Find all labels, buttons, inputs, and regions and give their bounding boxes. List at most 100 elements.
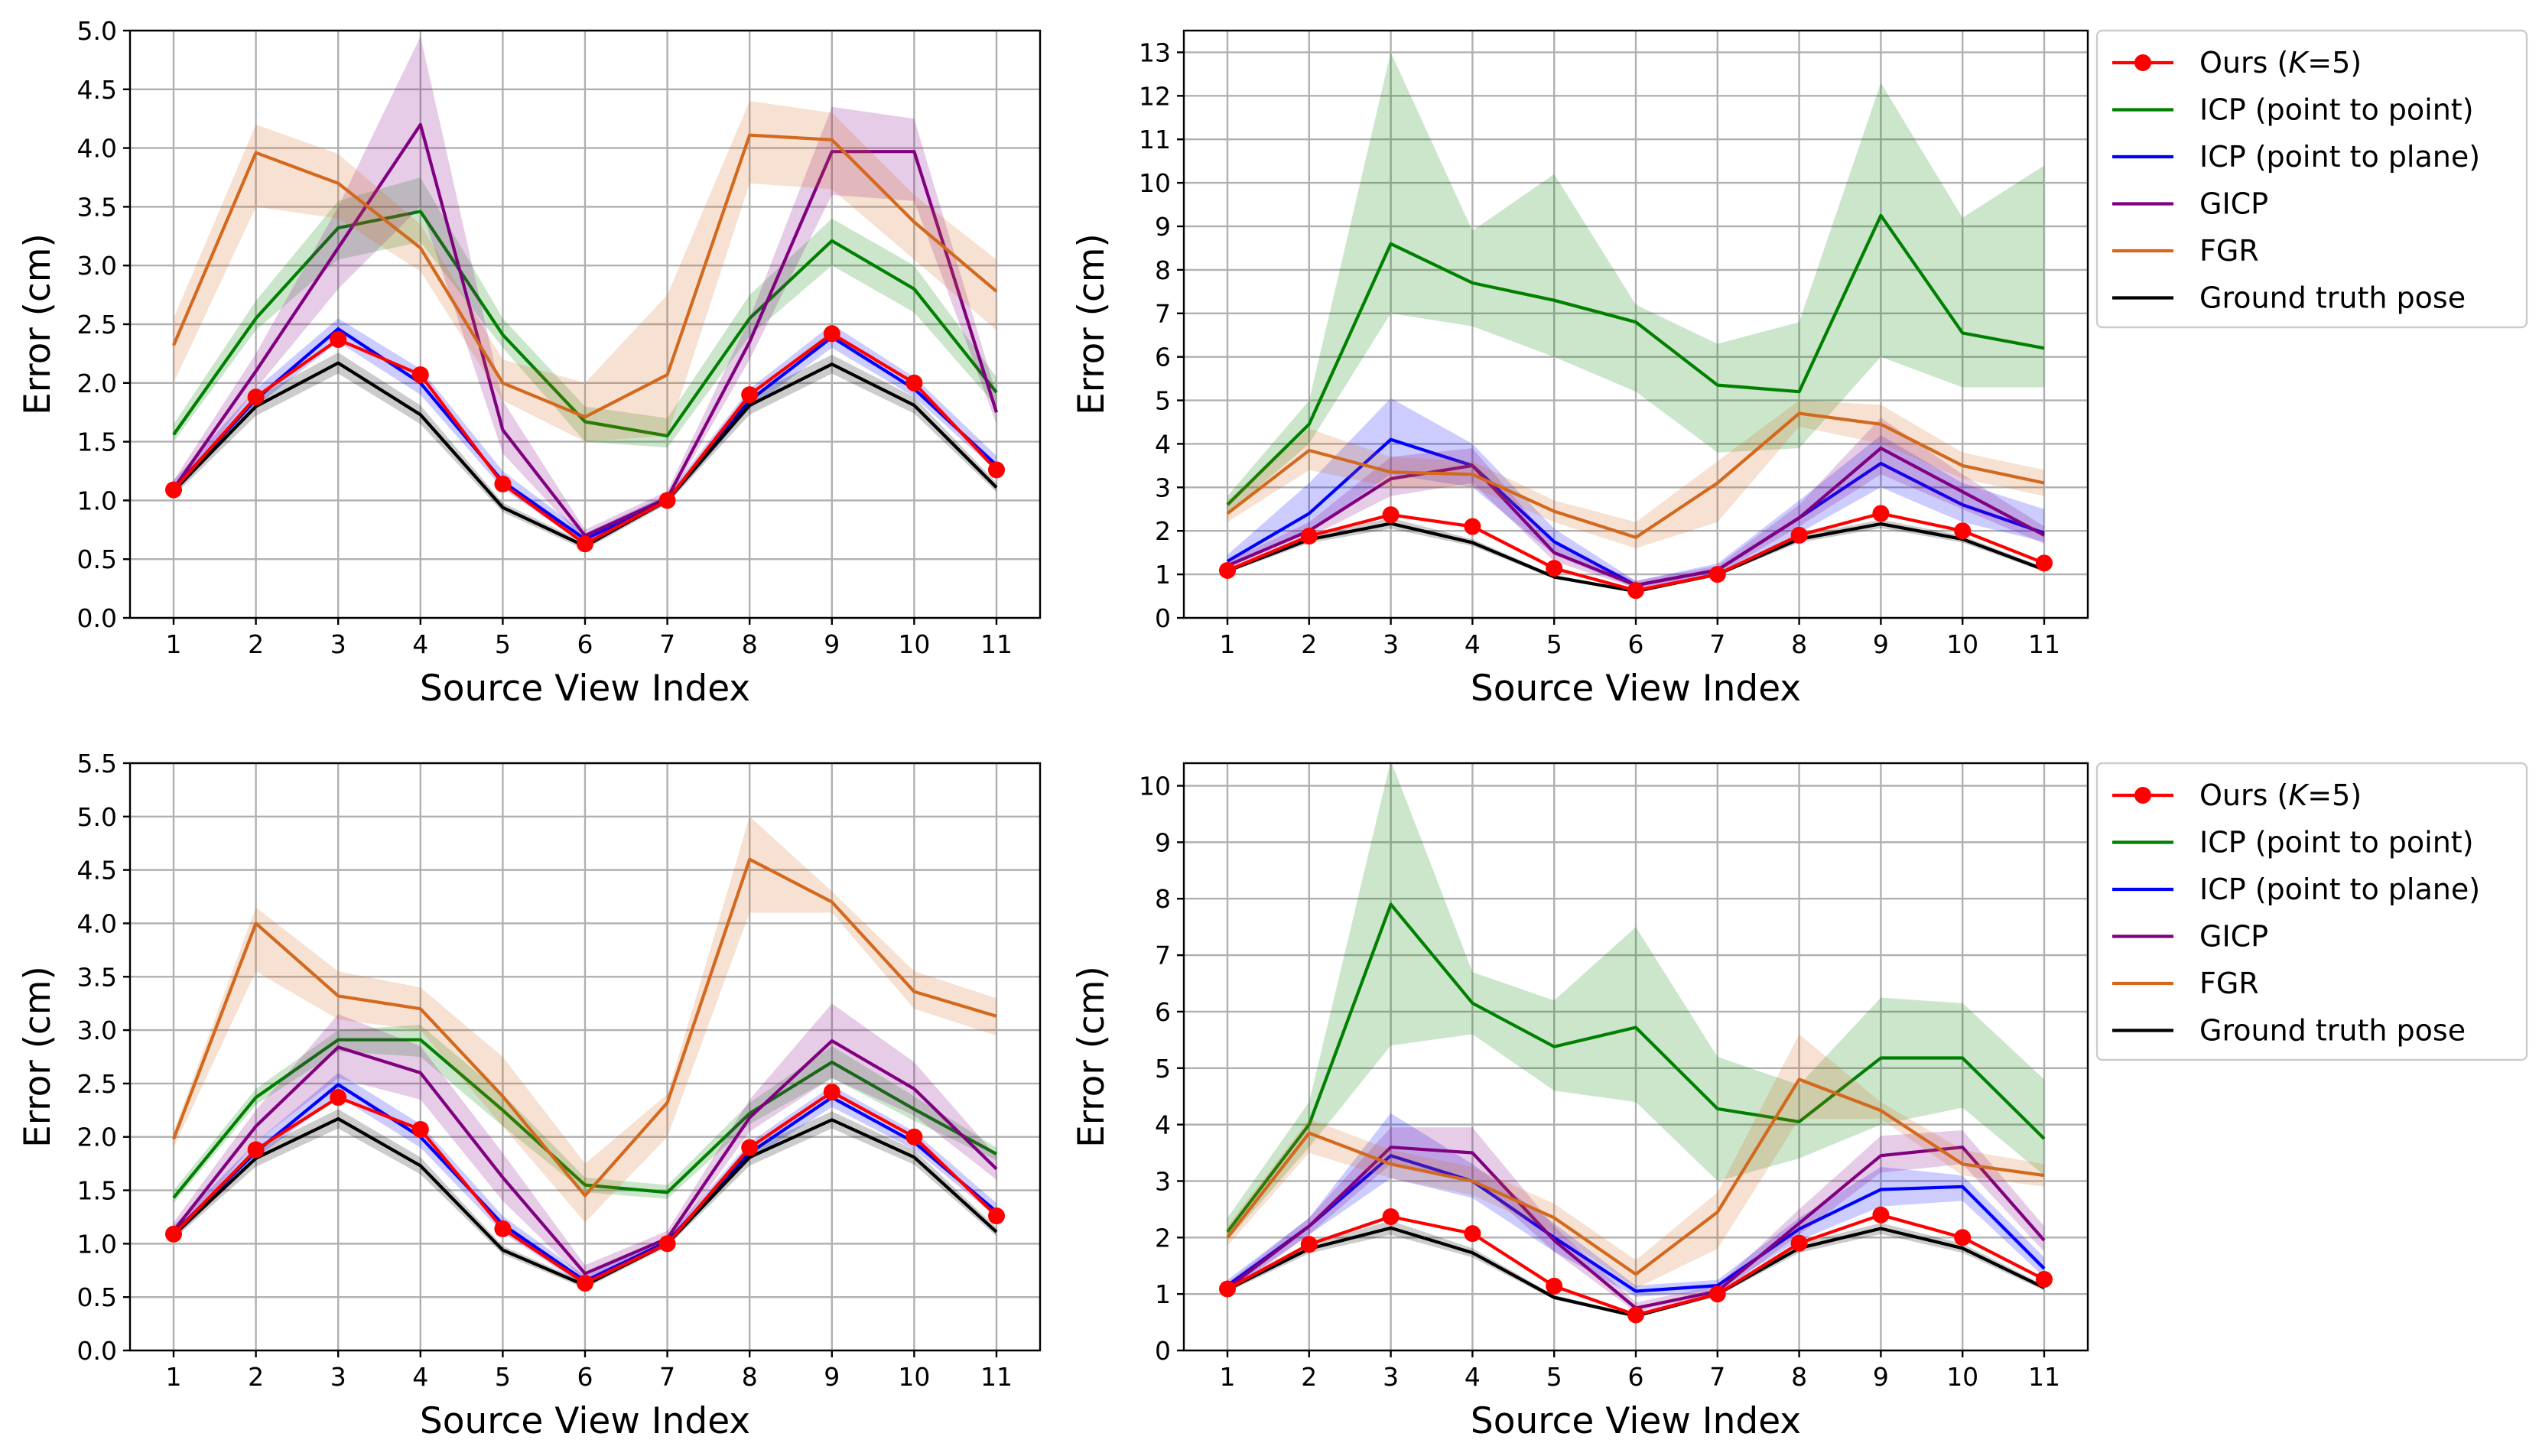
x-tick-label: 1	[1220, 629, 1236, 659]
legend-item-ours: Ours (K=5)	[2112, 778, 2362, 812]
data-point-ours	[247, 388, 265, 406]
band-gicp	[1227, 1127, 2044, 1312]
data-point-ours	[494, 1220, 512, 1237]
x-tick-label: 4	[412, 1362, 428, 1392]
band-gicp	[174, 1003, 996, 1282]
series-line-icp-point-to-point	[1226, 213, 2045, 506]
y-tick-label: 9	[1155, 827, 1171, 857]
data-point-ours	[247, 1141, 265, 1159]
band-icp-point-to-plane	[1227, 1113, 2044, 1297]
x-tick-label: 2	[1301, 1362, 1317, 1392]
band-gicp	[174, 36, 996, 542]
x-tick-label: 8	[742, 1362, 758, 1392]
data-point-ours	[1708, 566, 1726, 583]
y-tick-label: 3	[1155, 1166, 1171, 1196]
legend-label: GICP	[2199, 187, 2268, 221]
legend-marker	[2134, 787, 2151, 804]
x-tick-label: 2	[1301, 629, 1317, 659]
legend-item-icp_pl: ICP (point to plane)	[2112, 140, 2480, 174]
data-point-ours	[2036, 554, 2053, 572]
y-axis-label: Error (cm)	[17, 966, 59, 1148]
legend-label: Ground truth pose	[2199, 281, 2466, 315]
data-point-ours	[1954, 522, 1972, 540]
x-tick-label: 4	[1465, 629, 1481, 659]
legend: Ours (K=5) ICP (point to point) ICP (point…	[2095, 29, 2528, 329]
x-tick-label: 4	[1465, 1362, 1481, 1392]
x-tick-label: 1	[166, 629, 182, 659]
x-tick-label: 9	[824, 629, 840, 659]
y-tick-label: 0	[1155, 603, 1171, 633]
legend-label: ICP (point to point)	[2199, 826, 2474, 860]
x-tick-label: 11	[980, 1362, 1013, 1392]
band-icp-point-to-plane	[1227, 398, 2044, 589]
y-tick-label: 4	[1155, 429, 1171, 459]
series-line-icp-point-to-point	[1226, 902, 2046, 1233]
band-fgr	[174, 101, 996, 442]
data-point-ours	[1300, 1236, 1318, 1253]
x-tick-label: 7	[1709, 629, 1725, 659]
band-gicp	[1227, 418, 2044, 589]
legend-label: ICP (point to plane)	[2199, 873, 2480, 906]
x-tick-label: 6	[577, 1362, 593, 1392]
y-tick-label: 2	[1155, 1223, 1171, 1253]
x-tick-label: 6	[577, 629, 593, 659]
legend-label: Ours (K=5)	[2199, 778, 2362, 812]
y-tick-label: 1.0	[77, 1229, 117, 1259]
legend-item-icp_pl: ICP (point to plane)	[2112, 873, 2480, 906]
y-tick-label: 2.0	[77, 369, 117, 398]
legend-label: ICP (point to point)	[2199, 93, 2474, 127]
legend-item-gt: Ground truth pose	[2112, 1014, 2466, 1048]
x-tick-label: 3	[330, 1362, 346, 1392]
band-icp-point-to-point	[1227, 52, 2044, 514]
y-tick-label: 11	[1139, 125, 1171, 154]
legend-item-ours: Ours (K=5)	[2112, 46, 2362, 80]
x-tick-label: 8	[1791, 629, 1807, 659]
data-point-ours	[2036, 1270, 2053, 1288]
y-tick-label: 5.0	[77, 802, 117, 832]
data-point-ours	[494, 475, 512, 492]
y-tick-label: 5	[1155, 1054, 1171, 1084]
y-tick-label: 1	[1155, 1279, 1171, 1309]
y-axis-label: Error (cm)	[1071, 233, 1113, 415]
y-tick-label: 10	[1139, 168, 1171, 198]
band-icp-point-to-point	[174, 177, 996, 448]
y-tick-label: 7	[1155, 941, 1171, 970]
y-tick-label: 5.5	[77, 749, 117, 778]
band-icp-point-to-plane	[174, 318, 996, 545]
legend-box	[2095, 762, 2528, 1061]
legend-item-icp_pp: ICP (point to point)	[2112, 93, 2474, 127]
y-tick-label: 5.0	[77, 16, 117, 46]
data-point-ours	[823, 1084, 840, 1101]
data-point-ours	[330, 1089, 347, 1107]
data-point-ours	[1382, 506, 1400, 524]
y-tick-label: 13	[1139, 37, 1171, 67]
band-ground-truth-pose	[1227, 518, 2044, 593]
y-tick-label: 3.5	[77, 962, 117, 992]
y-tick-label: 6	[1155, 343, 1171, 372]
y-tick-label: 2.5	[77, 1069, 117, 1099]
data-point-ours	[905, 374, 923, 392]
data-point-ours	[1872, 505, 1890, 522]
legend: Ours (K=5) ICP (point to point) ICP (point…	[2095, 762, 2528, 1061]
legend-item-icp_pp: ICP (point to point)	[2112, 826, 2474, 860]
band-icp-point-to-point	[1227, 760, 2044, 1240]
legend-label: ICP (point to plane)	[2199, 140, 2480, 174]
x-tick-label: 6	[1628, 629, 1644, 659]
data-point-ours	[165, 481, 182, 499]
series-line-icp-point-to-point	[172, 1038, 998, 1199]
x-tick-label: 9	[1873, 629, 1889, 659]
legend-label: Ours (K=5)	[2199, 46, 2362, 80]
legend-item-fgr: FGR	[2112, 234, 2259, 268]
data-point-ours	[165, 1225, 182, 1243]
y-tick-label: 3.0	[77, 251, 117, 281]
series-line-icp-point-to-point	[172, 210, 998, 438]
x-tick-label: 5	[1546, 629, 1562, 659]
x-tick-label: 2	[248, 1362, 264, 1392]
y-tick-label: 0.0	[77, 603, 117, 633]
data-point-ours	[1790, 1234, 1808, 1252]
y-tick-label: 0.5	[77, 1282, 117, 1312]
data-point-ours	[330, 330, 347, 348]
x-tick-label: 3	[330, 629, 346, 659]
